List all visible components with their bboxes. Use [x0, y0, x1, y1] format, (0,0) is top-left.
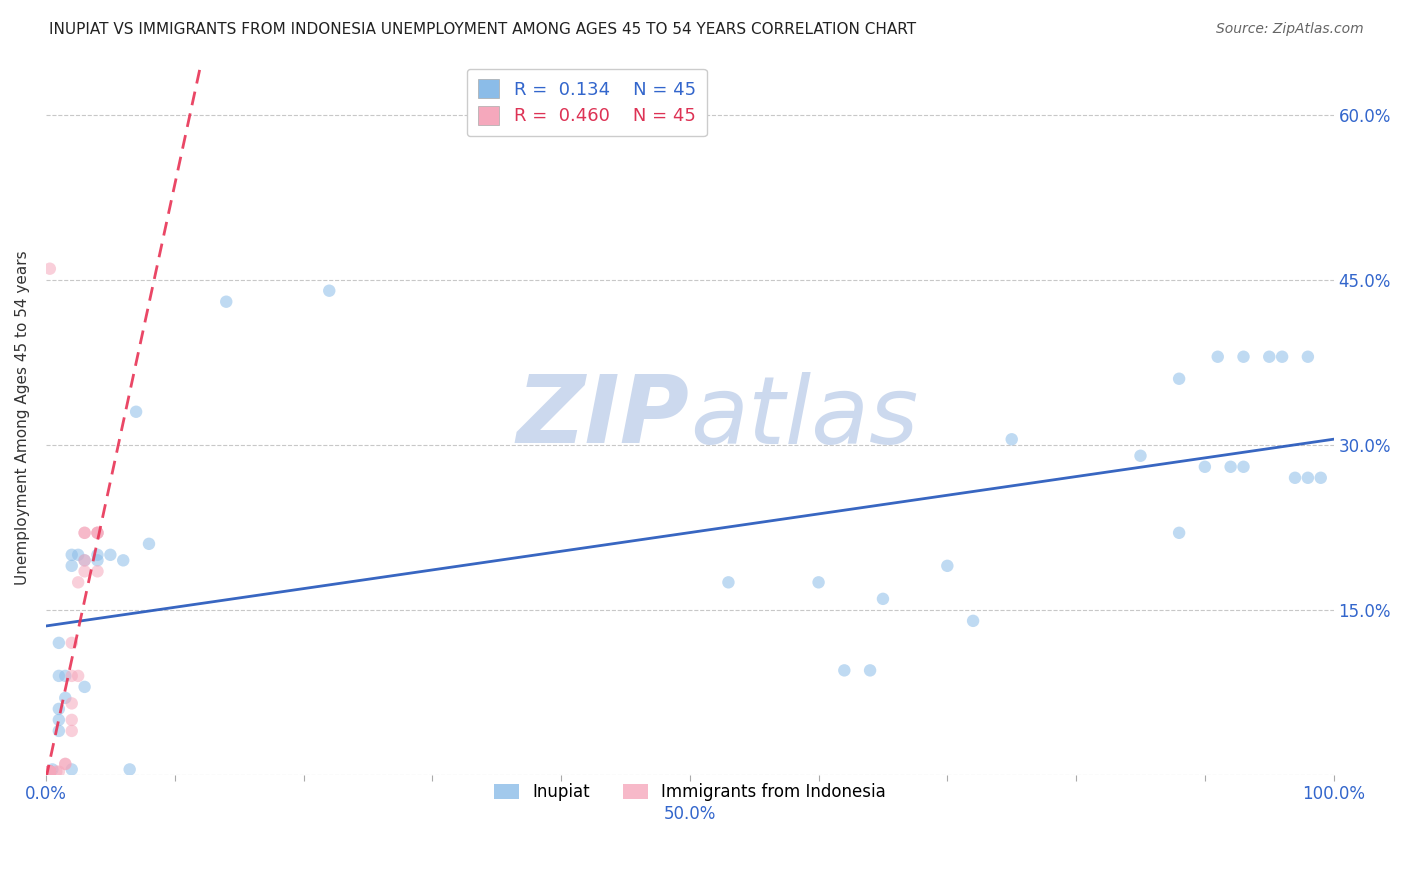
- Point: [1296, 471, 1319, 485]
- Point: [60, 548, 83, 562]
- Point: [67, 575, 90, 590]
- Point: [1309, 471, 1331, 485]
- Point: [125, 405, 148, 419]
- Point: [1168, 525, 1191, 540]
- Point: [53, 690, 76, 705]
- Point: [38, 764, 60, 779]
- Point: [1232, 350, 1254, 364]
- Point: [48, 669, 70, 683]
- Point: [38, 764, 60, 779]
- Point: [86, 548, 108, 562]
- Point: [1232, 459, 1254, 474]
- Point: [118, 763, 141, 777]
- Y-axis label: Unemployment Among Ages 45 to 54 years: Unemployment Among Ages 45 to 54 years: [15, 250, 30, 584]
- Point: [1271, 350, 1294, 364]
- Point: [1258, 350, 1281, 364]
- Point: [38, 764, 60, 779]
- Point: [98, 548, 121, 562]
- Point: [1296, 350, 1319, 364]
- Point: [38, 764, 60, 779]
- Point: [38, 764, 60, 779]
- Point: [45, 764, 67, 779]
- Point: [86, 565, 108, 579]
- Point: [60, 763, 83, 777]
- Point: [38, 764, 60, 779]
- Point: [41, 763, 63, 777]
- Point: [112, 553, 135, 567]
- Point: [60, 669, 83, 683]
- Point: [38, 764, 60, 779]
- Point: [73, 680, 96, 694]
- Point: [67, 669, 90, 683]
- Point: [73, 525, 96, 540]
- Point: [48, 702, 70, 716]
- Point: [73, 553, 96, 567]
- Point: [60, 558, 83, 573]
- Point: [86, 525, 108, 540]
- Point: [38, 764, 60, 779]
- Point: [48, 636, 70, 650]
- Point: [1168, 372, 1191, 386]
- Point: [38, 764, 60, 779]
- Point: [60, 713, 83, 727]
- Point: [38, 764, 60, 779]
- Text: Source: ZipAtlas.com: Source: ZipAtlas.com: [1216, 22, 1364, 37]
- Text: ZIP: ZIP: [517, 371, 690, 463]
- Point: [53, 669, 76, 683]
- Point: [38, 764, 60, 779]
- Point: [1001, 432, 1024, 446]
- Point: [38, 764, 60, 779]
- Point: [872, 591, 894, 606]
- Point: [38, 764, 60, 779]
- Point: [38, 764, 60, 779]
- Point: [215, 294, 238, 309]
- Point: [1219, 459, 1241, 474]
- Point: [60, 636, 83, 650]
- Point: [38, 764, 60, 779]
- Text: 50.0%: 50.0%: [664, 805, 716, 823]
- Point: [1206, 350, 1229, 364]
- Point: [834, 664, 856, 678]
- Point: [38, 764, 60, 779]
- Point: [38, 764, 60, 779]
- Point: [53, 756, 76, 771]
- Point: [318, 284, 340, 298]
- Point: [38, 764, 60, 779]
- Point: [38, 764, 60, 779]
- Point: [1194, 459, 1216, 474]
- Point: [38, 764, 60, 779]
- Point: [38, 764, 60, 779]
- Text: atlas: atlas: [690, 372, 918, 463]
- Point: [60, 723, 83, 738]
- Point: [48, 713, 70, 727]
- Point: [67, 548, 90, 562]
- Point: [38, 261, 60, 276]
- Point: [73, 525, 96, 540]
- Point: [38, 764, 60, 779]
- Point: [138, 537, 160, 551]
- Point: [807, 575, 830, 590]
- Legend: Inupiat, Immigrants from Indonesia: Inupiat, Immigrants from Indonesia: [485, 775, 894, 810]
- Point: [73, 565, 96, 579]
- Point: [60, 697, 83, 711]
- Point: [962, 614, 984, 628]
- Point: [48, 764, 70, 779]
- Point: [86, 525, 108, 540]
- Point: [73, 553, 96, 567]
- Point: [38, 764, 60, 779]
- Point: [53, 756, 76, 771]
- Point: [1284, 471, 1306, 485]
- Point: [717, 575, 740, 590]
- Point: [859, 664, 882, 678]
- Point: [38, 764, 60, 779]
- Point: [86, 525, 108, 540]
- Point: [48, 723, 70, 738]
- Point: [936, 558, 959, 573]
- Text: INUPIAT VS IMMIGRANTS FROM INDONESIA UNEMPLOYMENT AMONG AGES 45 TO 54 YEARS CORR: INUPIAT VS IMMIGRANTS FROM INDONESIA UNE…: [49, 22, 917, 37]
- Point: [86, 553, 108, 567]
- Point: [38, 764, 60, 779]
- Point: [1129, 449, 1152, 463]
